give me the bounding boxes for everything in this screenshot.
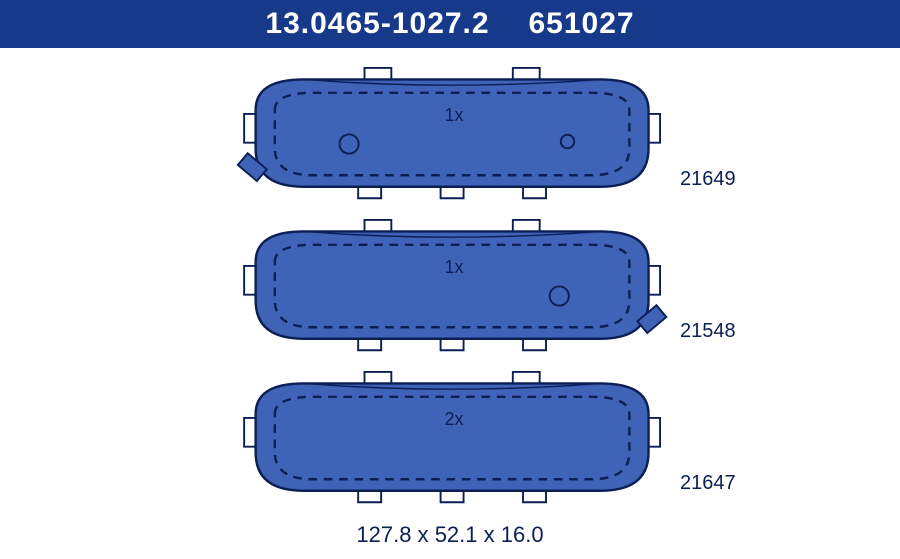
pad-qty: 1x: [235, 105, 673, 126]
brake-pad-3: 2x: [235, 370, 673, 508]
pad-label-1: 21649: [680, 168, 736, 191]
pad-label-3: 21647: [680, 472, 736, 495]
pad-qty: 2x: [235, 409, 673, 430]
pad-label-2: 21548: [680, 320, 736, 343]
pad-qty: 1x: [235, 257, 673, 278]
dimensions-label: 127.8 x 52.1 x 16.0: [0, 522, 900, 548]
header-bar: 13.0465-1027.2 651027: [0, 0, 900, 48]
brake-pad-1: 1x: [235, 66, 673, 204]
short-code: 651027: [529, 7, 635, 40]
part-number: 13.0465-1027.2: [265, 7, 489, 40]
brake-pad-2: 1x: [235, 218, 673, 356]
diagram-stage: 1x 21649 1x 21548 2x 21647 127.8 x 52.1 x 16…: [0, 48, 900, 559]
